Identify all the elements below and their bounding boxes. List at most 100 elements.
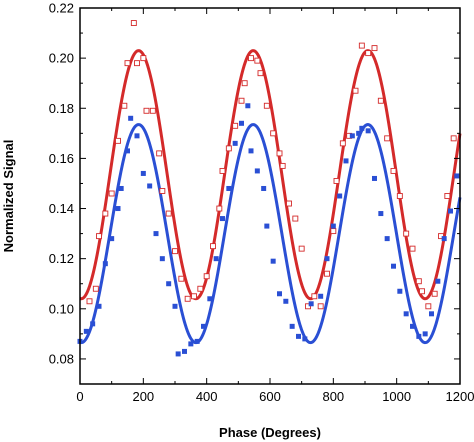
data-point-series-2 bbox=[118, 185, 124, 191]
data-point-series-2 bbox=[226, 185, 232, 191]
data-point-series-2 bbox=[264, 223, 270, 229]
data-point-series-1 bbox=[225, 145, 232, 152]
x-tick-label: 800 bbox=[322, 389, 344, 404]
data-point-series-1 bbox=[257, 70, 264, 77]
data-point-series-2 bbox=[188, 341, 194, 347]
y-tick-label: 0.20 bbox=[49, 51, 74, 66]
data-point-series-1 bbox=[352, 87, 359, 94]
data-point-series-2 bbox=[277, 291, 282, 297]
data-point-series-1 bbox=[254, 57, 261, 64]
y-tick-label: 0.08 bbox=[49, 351, 74, 366]
data-point-series-2 bbox=[384, 236, 390, 242]
data-point-series-2 bbox=[403, 311, 409, 317]
data-point-series-2 bbox=[365, 128, 371, 134]
data-point-series-2 bbox=[343, 158, 349, 164]
data-point-series-1 bbox=[425, 303, 432, 310]
data-point-series-1 bbox=[241, 80, 248, 87]
data-point-series-1 bbox=[415, 278, 422, 285]
data-point-series-1 bbox=[324, 270, 330, 277]
data-point-series-1 bbox=[444, 193, 451, 199]
data-point-series-1 bbox=[339, 140, 346, 147]
data-point-series-2 bbox=[102, 261, 108, 267]
data-point-series-1 bbox=[305, 303, 311, 310]
data-point-series-2 bbox=[337, 193, 343, 199]
data-point-series-2 bbox=[172, 303, 178, 309]
data-point-series-1 bbox=[184, 295, 191, 302]
data-point-series-1 bbox=[365, 50, 372, 57]
data-point-series-2 bbox=[324, 256, 330, 262]
data-point-series-2 bbox=[441, 236, 447, 242]
y-tick-label: 0.22 bbox=[49, 1, 74, 16]
data-point-series-2 bbox=[359, 125, 365, 131]
data-point-series-1 bbox=[238, 97, 245, 104]
fit-curve-series-2 bbox=[79, 123, 462, 345]
data-point-series-1 bbox=[317, 303, 324, 310]
data-point-series-1 bbox=[292, 215, 299, 222]
data-point-series-2 bbox=[296, 333, 301, 339]
data-point-series-2 bbox=[308, 301, 314, 307]
data-point-series-2 bbox=[175, 351, 181, 357]
data-point-series-2 bbox=[410, 323, 415, 329]
data-point-series-2 bbox=[435, 278, 441, 284]
x-ticks: 0 200 400 600 800 1000 1200 bbox=[76, 8, 474, 404]
data-points bbox=[77, 20, 460, 357]
data-point-series-2 bbox=[245, 103, 251, 109]
x-tick-label: 200 bbox=[132, 389, 154, 404]
data-point-series-1 bbox=[203, 273, 210, 280]
data-point-series-2 bbox=[201, 323, 206, 329]
data-point-series-2 bbox=[416, 333, 422, 339]
data-point-series-2 bbox=[207, 296, 213, 302]
data-point-series-1 bbox=[159, 188, 166, 194]
fit-curve-series-1 bbox=[79, 49, 462, 301]
data-point-series-1 bbox=[377, 97, 384, 104]
data-point-series-2 bbox=[140, 170, 146, 176]
data-point-series-1 bbox=[409, 245, 416, 252]
data-point-series-1 bbox=[263, 102, 270, 109]
data-point-series-2 bbox=[454, 173, 460, 179]
data-point-series-1 bbox=[358, 42, 365, 49]
data-point-series-2 bbox=[125, 148, 130, 154]
data-point-series-1 bbox=[143, 107, 150, 114]
data-point-series-2 bbox=[318, 293, 324, 299]
data-point-series-1 bbox=[333, 178, 340, 184]
y-tick-label: 0.12 bbox=[49, 251, 74, 266]
data-point-series-1 bbox=[92, 285, 99, 292]
fit-curves bbox=[79, 49, 462, 345]
data-point-series-2 bbox=[239, 120, 244, 126]
data-point-series-2 bbox=[391, 263, 396, 269]
data-point-series-1 bbox=[134, 60, 140, 67]
y-tick-label: 0.14 bbox=[49, 201, 74, 216]
data-point-series-1 bbox=[216, 205, 223, 212]
x-tick-label: 1200 bbox=[446, 389, 474, 404]
data-point-series-1 bbox=[279, 162, 286, 169]
data-point-series-1 bbox=[130, 20, 137, 26]
y-tick-label: 0.16 bbox=[49, 151, 74, 166]
data-point-series-1 bbox=[115, 137, 121, 144]
data-point-series-1 bbox=[330, 228, 337, 235]
data-point-series-2 bbox=[422, 331, 428, 337]
data-point-series-1 bbox=[438, 233, 444, 240]
x-tick-label: 400 bbox=[196, 389, 218, 404]
data-point-series-1 bbox=[248, 55, 254, 62]
data-point-series-2 bbox=[254, 168, 260, 174]
data-point-series-1 bbox=[419, 288, 425, 295]
data-point-series-1 bbox=[121, 102, 128, 109]
data-point-series-2 bbox=[261, 185, 267, 191]
data-point-series-1 bbox=[396, 193, 403, 199]
data-point-series-2 bbox=[115, 206, 121, 212]
data-point-series-1 bbox=[276, 150, 283, 157]
data-point-series-1 bbox=[156, 150, 163, 157]
x-tick-label: 0 bbox=[76, 389, 83, 404]
data-point-series-1 bbox=[140, 55, 147, 62]
data-point-series-2 bbox=[349, 133, 355, 139]
data-point-series-2 bbox=[128, 115, 134, 121]
data-point-series-2 bbox=[372, 175, 377, 181]
data-point-series-2 bbox=[220, 216, 225, 222]
data-point-series-2 bbox=[448, 208, 453, 214]
data-point-series-1 bbox=[149, 107, 156, 114]
data-point-series-1 bbox=[96, 233, 102, 240]
data-point-series-1 bbox=[172, 248, 178, 255]
y-ticks: 0.08 0.10 0.12 0.14 0.16 0.18 0.20 0.22 bbox=[49, 1, 460, 385]
x-tick-label: 600 bbox=[259, 389, 281, 404]
